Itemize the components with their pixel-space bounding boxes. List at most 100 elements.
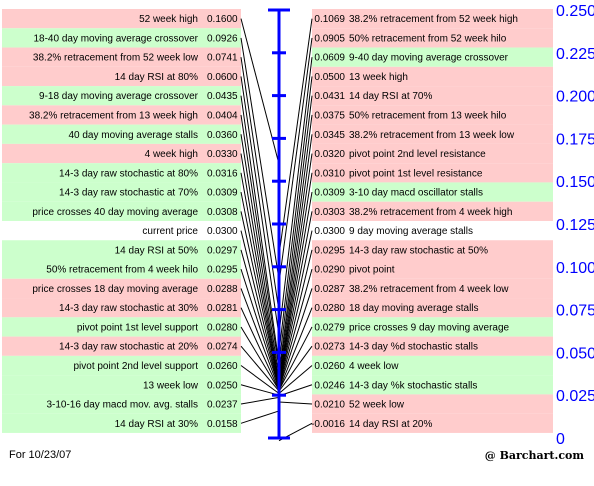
right-row-bg [312, 375, 553, 395]
footer-date: For 10/23/07 [9, 449, 72, 461]
right-row-value: 0.0273 [314, 342, 345, 353]
right-row-bg [312, 163, 553, 183]
left-row-bg [2, 240, 241, 260]
right-row-label: 18 day moving average stalls [349, 303, 479, 314]
left-connector-line [240, 57, 280, 312]
right-row-bg [312, 105, 553, 125]
axis-tick-label: 0.200 [556, 89, 594, 106]
left-connector-line [240, 410, 280, 424]
right-row-value: 0.0280 [314, 303, 345, 314]
left-row-value: 0.0274 [207, 342, 238, 353]
left-row-value: 0.0280 [207, 322, 238, 333]
left-row-bg [2, 143, 241, 164]
right-row-bg [312, 317, 553, 337]
left-row-label: 14-3 day raw stochastic at 20% [59, 342, 198, 353]
footer-brand: @ Barchart.com [484, 449, 584, 462]
right-row-bg [312, 124, 553, 144]
right-connector-line [278, 249, 313, 388]
left-row-bg [2, 413, 241, 433]
left-connector-line [240, 18, 280, 165]
left-connector-line [240, 268, 280, 388]
right-row-bg [312, 413, 553, 433]
right-row-value: 0.0609 [314, 53, 345, 64]
right-row-label: 14 day RSI at 70% [349, 91, 432, 102]
right-connector-line [278, 230, 313, 387]
right-connector-line [278, 37, 313, 284]
right-connector-line [278, 153, 313, 384]
axis-tick-label: 0.100 [556, 260, 594, 277]
left-row-label: 13 week low [143, 380, 199, 391]
left-row-value: 0.0237 [207, 400, 238, 411]
left-row-label: 3-10-16 day macd mov. avg. stalls [46, 400, 198, 411]
right-row-value: 0.0905 [314, 33, 345, 44]
left-connector-line [240, 288, 280, 389]
left-row-value: 0.0330 [207, 149, 238, 160]
right-row-label: 14 day RSI at 20% [349, 419, 432, 430]
right-row-label: 38.2% retracement from 4 week low [349, 284, 509, 295]
axis-tick-label: 0.150 [556, 174, 594, 191]
right-row-bg [312, 298, 553, 318]
right-row-label: pivot point 2nd level resistance [349, 149, 486, 160]
right-row-value: -0.0016 [311, 419, 345, 430]
left-row-value: 0.0435 [207, 91, 238, 102]
right-row-bg [312, 394, 553, 414]
right-row-bg [312, 240, 553, 260]
left-row-value: 0.0158 [207, 419, 238, 430]
axis-tick-label: 0.125 [556, 217, 594, 234]
axis-tick-label: 0.175 [556, 131, 594, 148]
left-row-label: 50% retracement from 4 week hilo [46, 265, 198, 276]
left-connector-line [240, 365, 280, 394]
left-row-bg [2, 375, 241, 395]
left-row-bg [2, 336, 241, 356]
left-row-bg [2, 278, 241, 299]
right-row-label: 9 day moving average stalls [349, 226, 473, 237]
left-connector-line [240, 153, 280, 382]
right-row-bg [312, 86, 553, 106]
left-connector-line [240, 230, 280, 387]
left-row-bg [2, 317, 241, 337]
right-row-bg [312, 220, 553, 241]
right-row-label: 14-3 day %k stochastic stalls [349, 380, 477, 391]
right-row-value: 0.0260 [314, 361, 345, 372]
left-row-value: 0.0297 [207, 245, 238, 256]
left-row-value: 0.0308 [207, 207, 238, 218]
axis-tick-label: 0.025 [556, 388, 594, 405]
left-row-bg [2, 394, 241, 414]
left-row-label: current price [142, 226, 198, 237]
left-row-value: 0.0281 [207, 303, 238, 314]
left-row-bg [2, 182, 241, 202]
right-row-value: 0.1069 [314, 14, 345, 25]
left-row-label: 38.2% retracement from 13 week high [29, 110, 198, 121]
right-row-label: 38.2% retracement from 13 week low [349, 130, 515, 141]
right-connector-line [278, 76, 313, 353]
left-connector-line [240, 76, 280, 336]
left-row-value: 0.0600 [207, 72, 238, 83]
left-connector-line [240, 345, 280, 392]
right-connector-line [278, 401, 313, 405]
right-row-value: 0.0375 [314, 110, 345, 121]
right-connector-line [278, 269, 313, 389]
right-connector-line [278, 134, 313, 380]
right-row-bg [312, 355, 553, 376]
left-row-label: 9-18 day moving average crossover [39, 91, 199, 102]
left-row-bg [2, 298, 241, 318]
left-connector-line [240, 37, 280, 280]
right-connector-line [278, 326, 313, 391]
left-connector-line [240, 95, 280, 364]
axis-tick-label: 0.050 [556, 345, 594, 362]
right-connector-line [278, 307, 313, 391]
left-row-bg [2, 259, 241, 279]
right-row-bg [312, 28, 553, 48]
right-row-value: 0.0310 [314, 168, 345, 179]
right-row-label: 52 week low [349, 400, 405, 411]
left-row-label: pivot point 2nd level support [73, 361, 198, 372]
right-row-bg [312, 278, 553, 299]
left-row-label: price crosses 40 day moving average [32, 207, 198, 218]
right-connector-line [278, 172, 313, 386]
right-row-value: 0.0246 [314, 380, 345, 391]
right-row-label: 3-10 day macd oscillator stalls [349, 188, 483, 199]
left-connector-line [240, 384, 280, 396]
left-row-label: pivot point 1st level support [77, 322, 198, 333]
right-row-bg [312, 259, 553, 279]
